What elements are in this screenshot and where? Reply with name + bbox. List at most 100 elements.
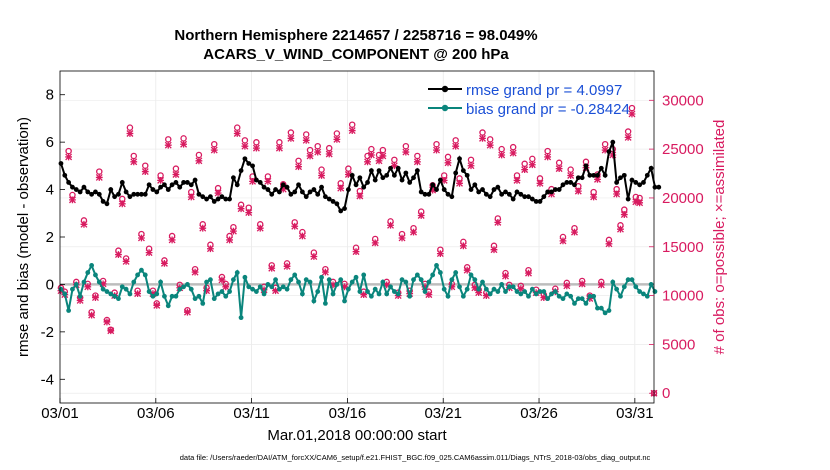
bias-point (614, 286, 620, 292)
rmse-point (388, 165, 393, 171)
bias-point (265, 282, 271, 287)
assimilated-obs-point (256, 224, 264, 232)
rmse-point (575, 175, 581, 181)
rmse-point (276, 189, 282, 195)
assimilated-obs-point (76, 297, 84, 304)
rmse-point (361, 184, 367, 190)
assimilated-obs-point (594, 175, 601, 183)
rmse-point (192, 177, 198, 183)
assimilated-obs-point (578, 280, 586, 288)
bias-point (445, 293, 451, 299)
gridlines (59, 71, 654, 403)
bias-point (644, 293, 650, 299)
assimilated-obs-point (122, 257, 130, 265)
bias-point (280, 284, 286, 290)
rmse-point (483, 191, 489, 197)
bias-point (288, 277, 294, 283)
bias-point (418, 277, 424, 283)
right-axis-ticks: 0 5000 10000 15000 20000 25000 30000 (649, 92, 704, 402)
bias-point (449, 277, 455, 283)
assimilated-obs-point (172, 171, 180, 178)
bias-point (296, 279, 301, 285)
assimilated-obs-point (191, 268, 199, 276)
rmse-point (334, 201, 340, 207)
rmse-point (648, 165, 654, 171)
assimilated-obs-point (187, 193, 195, 201)
assimilated-obs-point (528, 161, 536, 169)
y2-tick-label: 10000 (662, 288, 704, 305)
rmse-point (376, 168, 382, 174)
rmse-point (211, 199, 217, 204)
rmse-point (457, 156, 462, 162)
bias-point (315, 289, 321, 294)
bias-point (185, 282, 190, 287)
bias-point (453, 270, 459, 275)
bias-point (257, 284, 263, 290)
assimilated-obs-point (482, 292, 490, 300)
rmse-point (621, 172, 627, 178)
bias-point (457, 284, 462, 290)
rmse-point (644, 172, 650, 178)
rmse-point (384, 172, 390, 178)
assimilated-obs-point (229, 227, 237, 235)
rmse-point (434, 187, 439, 192)
rmse-point (606, 149, 612, 155)
bias-point (273, 277, 278, 283)
rmse-point (545, 189, 551, 195)
bias-point (135, 272, 141, 278)
bias-point (399, 277, 405, 283)
rmse-point (146, 182, 152, 188)
x-tick-label: 03/21 (424, 405, 462, 422)
assimilated-obs-point (68, 196, 76, 204)
bias-point (127, 291, 133, 297)
bias-point (338, 277, 344, 283)
bias-point (85, 270, 91, 275)
rmse-point (261, 184, 267, 190)
assimilated-obs-point (456, 179, 463, 187)
rmse-point (284, 184, 290, 190)
assimilated-obs-point (272, 287, 280, 295)
rmse-point (353, 182, 359, 188)
bias-point (422, 289, 428, 294)
bias-point (62, 291, 68, 297)
bias-point (641, 291, 646, 297)
rmse-point (487, 194, 493, 200)
x-tick-label: 03/01 (41, 405, 79, 422)
bias-point (572, 301, 577, 306)
bias-point (93, 272, 98, 278)
assimilated-obs-point (494, 218, 502, 226)
rmse-point (62, 172, 68, 178)
bias-point (518, 291, 524, 297)
bias-point (131, 279, 137, 285)
rmse-point (185, 180, 190, 185)
rmse-point (223, 196, 229, 202)
assimilated-obs-point (337, 184, 345, 192)
assimilated-obs-point (402, 148, 410, 156)
rmse-point (572, 182, 577, 188)
assimilated-obs-point (153, 301, 161, 309)
assimilated-obs-point (490, 246, 498, 254)
y-tick-label: 0 (46, 276, 54, 293)
bias-point (231, 277, 236, 283)
y-tick-label: 6 (46, 134, 54, 151)
bias-point (625, 277, 631, 283)
assimilated-obs-point (429, 186, 437, 194)
assimilated-obs-point (364, 158, 371, 166)
rmse-point (303, 194, 309, 200)
rmse-point (292, 189, 298, 195)
rmse-point (537, 199, 543, 204)
rmse-point (165, 187, 171, 192)
rmse-point (495, 184, 501, 190)
bias-point (234, 270, 240, 275)
rmse-point (468, 187, 474, 192)
assimilated-obs-point (126, 130, 134, 137)
bias-point (261, 291, 267, 297)
bias-point (219, 289, 225, 294)
rmse-point (158, 184, 163, 190)
assimilated-obs-point (559, 237, 567, 245)
bias-point (276, 286, 282, 292)
rmse-point (560, 182, 566, 188)
bias-point (480, 279, 485, 285)
rmse-point (70, 184, 75, 190)
bias-point (391, 289, 397, 294)
